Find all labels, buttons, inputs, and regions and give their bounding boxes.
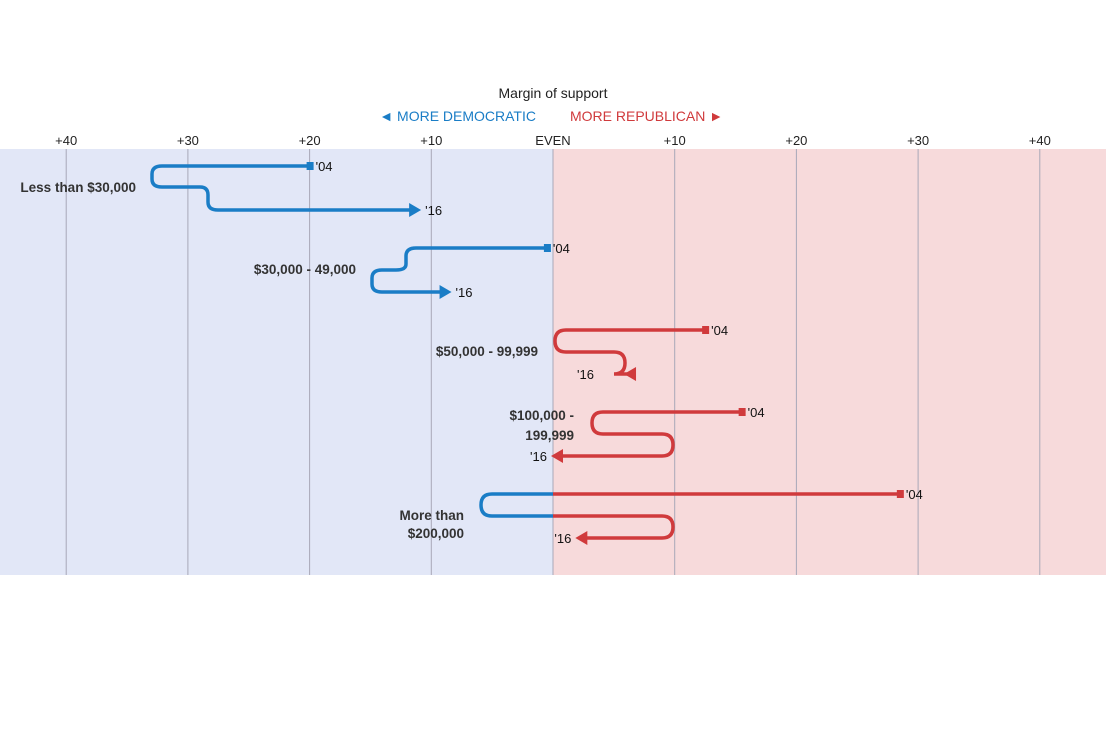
year-label-2004: '04 — [748, 405, 765, 420]
year-label-2016: '16 — [554, 531, 571, 546]
x-tick-label: +40 — [55, 133, 77, 148]
year-label-2016: '16 — [530, 449, 547, 464]
end-arrow-2016 — [551, 449, 563, 463]
x-axis-ticks: +40 +30 +20 +10 EVEN +10 +20 +30 +40 — [55, 133, 1051, 148]
group-label: 199,999 — [525, 428, 574, 443]
x-tick-label: +30 — [177, 133, 199, 148]
end-arrow-2016 — [624, 367, 637, 381]
year-label-2016: '16 — [425, 203, 442, 218]
series-0: '04 '16 Less than $30,000 — [20, 159, 442, 218]
x-tick-label: EVEN — [535, 133, 570, 148]
start-marker-2004 — [306, 162, 314, 170]
more-republican-label: MORE REPUBLICAN ► — [570, 108, 723, 124]
year-label-2016: '16 — [456, 285, 473, 300]
group-label: $30,000 - 49,000 — [254, 262, 356, 277]
series-4: '04 '16 More than $200,000 — [399, 487, 922, 546]
start-marker-2004 — [702, 326, 710, 334]
income-group-series: '04 '16 Less than $30,000 '04 '16 $30,000 - 4… — [20, 159, 922, 546]
end-arrow-2016 — [409, 203, 422, 217]
series-line — [553, 328, 706, 376]
group-label: Less than $30,000 — [20, 180, 136, 195]
x-tick-label: +20 — [299, 133, 321, 148]
year-label-2004: '04 — [906, 487, 923, 502]
chart-title: Margin of support — [499, 85, 608, 101]
republican-background — [553, 149, 1106, 575]
end-arrow-2016 — [439, 285, 452, 299]
series-line — [553, 514, 675, 540]
series-line — [370, 246, 547, 294]
start-marker-2004 — [543, 244, 551, 252]
year-label-2004: '04 — [711, 323, 728, 338]
start-marker-2004 — [738, 408, 746, 416]
start-marker-2004 — [896, 490, 904, 498]
x-tick-label: +20 — [785, 133, 807, 148]
year-label-2016: '16 — [577, 367, 594, 382]
series-line — [561, 410, 742, 458]
group-label: More than — [399, 508, 464, 523]
x-tick-label: +10 — [420, 133, 442, 148]
year-label-2004: '04 — [553, 241, 570, 256]
more-democratic-label: ◄ MORE DEMOCRATIC — [379, 108, 536, 124]
x-tick-label: +30 — [907, 133, 929, 148]
group-label: $200,000 — [408, 526, 464, 541]
gridlines — [65, 149, 1041, 575]
year-label-2004: '04 — [316, 159, 333, 174]
group-label: $100,000 - — [509, 408, 574, 423]
series-3: '04 '16 $100,000 - 199,999 — [509, 405, 764, 464]
x-tick-label: +10 — [664, 133, 686, 148]
series-line — [150, 164, 412, 212]
end-arrow-2016 — [575, 531, 588, 545]
series-line-dem-part — [479, 492, 553, 518]
x-tick-label: +40 — [1029, 133, 1051, 148]
democratic-background — [0, 149, 553, 575]
group-label: $50,000 - 99,999 — [436, 344, 538, 359]
series-2: '04 '16 $50,000 - 99,999 — [436, 323, 728, 382]
series-1: '04 '16 $30,000 - 49,000 — [254, 241, 570, 300]
